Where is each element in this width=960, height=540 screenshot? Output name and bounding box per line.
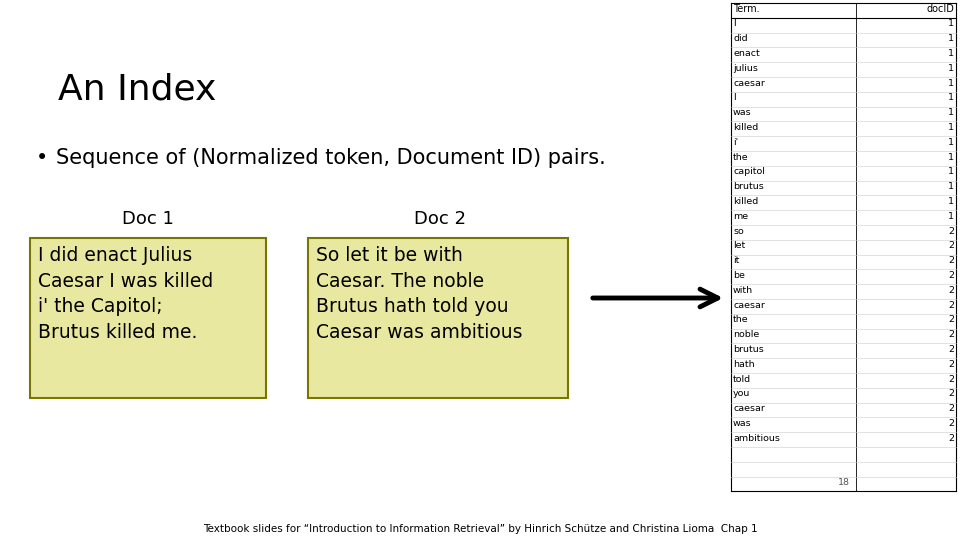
Text: docID: docID — [926, 4, 954, 15]
Text: brutus: brutus — [733, 345, 764, 354]
Text: I: I — [733, 93, 735, 102]
Text: I: I — [733, 19, 735, 28]
Text: caesar: caesar — [733, 404, 765, 413]
Text: 2: 2 — [948, 315, 954, 325]
Text: you: you — [733, 389, 751, 399]
Text: 1: 1 — [948, 212, 954, 221]
Text: was: was — [733, 419, 752, 428]
Text: 1: 1 — [948, 34, 954, 43]
Text: let: let — [733, 241, 745, 251]
Bar — [308, 238, 568, 398]
Text: 2: 2 — [948, 345, 954, 354]
Text: Term.: Term. — [733, 4, 759, 15]
Text: 2: 2 — [948, 226, 954, 235]
Text: 2: 2 — [948, 271, 954, 280]
Text: killed: killed — [733, 123, 758, 132]
Text: 1: 1 — [948, 123, 954, 132]
Text: 1: 1 — [948, 167, 954, 176]
Text: so: so — [733, 226, 744, 235]
Text: 1: 1 — [948, 93, 954, 102]
Text: enact: enact — [733, 49, 759, 58]
Text: Doc 2: Doc 2 — [414, 210, 466, 228]
Text: was: was — [733, 108, 752, 117]
Text: 2: 2 — [948, 434, 954, 443]
Text: the: the — [733, 152, 749, 161]
Text: Sequence of (Normalized token, Document ID) pairs.: Sequence of (Normalized token, Document … — [56, 148, 606, 168]
Text: 2: 2 — [948, 241, 954, 251]
Text: told: told — [733, 375, 751, 383]
Text: 1: 1 — [948, 152, 954, 161]
Text: Doc 1: Doc 1 — [122, 210, 174, 228]
Text: ambitious: ambitious — [733, 434, 780, 443]
Text: 2: 2 — [948, 389, 954, 399]
Text: 2: 2 — [948, 330, 954, 339]
Text: did: did — [733, 34, 748, 43]
Text: 2: 2 — [948, 375, 954, 383]
Text: 1: 1 — [948, 49, 954, 58]
Text: 2: 2 — [948, 300, 954, 309]
Text: 1: 1 — [948, 108, 954, 117]
Text: brutus: brutus — [733, 182, 764, 191]
Text: julius: julius — [733, 64, 757, 73]
Text: Textbook slides for “Introduction to Information Retrieval” by Hinrich Schütze a: Textbook slides for “Introduction to Inf… — [203, 524, 757, 534]
Text: 1: 1 — [948, 64, 954, 73]
Text: 1: 1 — [948, 182, 954, 191]
Text: with: with — [733, 286, 754, 295]
Text: caesar: caesar — [733, 78, 765, 87]
Text: 2: 2 — [948, 419, 954, 428]
Text: it: it — [733, 256, 739, 265]
Text: •: • — [36, 148, 48, 168]
Text: So let it be with
Caesar. The noble
Brutus hath told you
Caesar was ambitious: So let it be with Caesar. The noble Brut… — [316, 246, 522, 342]
Text: 2: 2 — [948, 360, 954, 369]
Text: An Index: An Index — [58, 72, 216, 106]
Text: 1: 1 — [948, 78, 954, 87]
Text: i': i' — [733, 138, 738, 147]
Text: killed: killed — [733, 197, 758, 206]
Text: hath: hath — [733, 360, 755, 369]
Text: 2: 2 — [948, 256, 954, 265]
Text: capitol: capitol — [733, 167, 765, 176]
Text: be: be — [733, 271, 745, 280]
Text: the: the — [733, 315, 749, 325]
Text: 2: 2 — [948, 286, 954, 295]
Text: caesar: caesar — [733, 300, 765, 309]
Text: noble: noble — [733, 330, 759, 339]
Text: I did enact Julius
Caesar I was killed
i' the Capitol;
Brutus killed me.: I did enact Julius Caesar I was killed i… — [38, 246, 213, 342]
Text: me: me — [733, 212, 748, 221]
Bar — [30, 238, 266, 398]
Text: 1: 1 — [948, 138, 954, 147]
Text: 2: 2 — [948, 404, 954, 413]
Text: 18: 18 — [837, 478, 850, 487]
Text: 1: 1 — [948, 197, 954, 206]
Text: 1: 1 — [948, 19, 954, 28]
